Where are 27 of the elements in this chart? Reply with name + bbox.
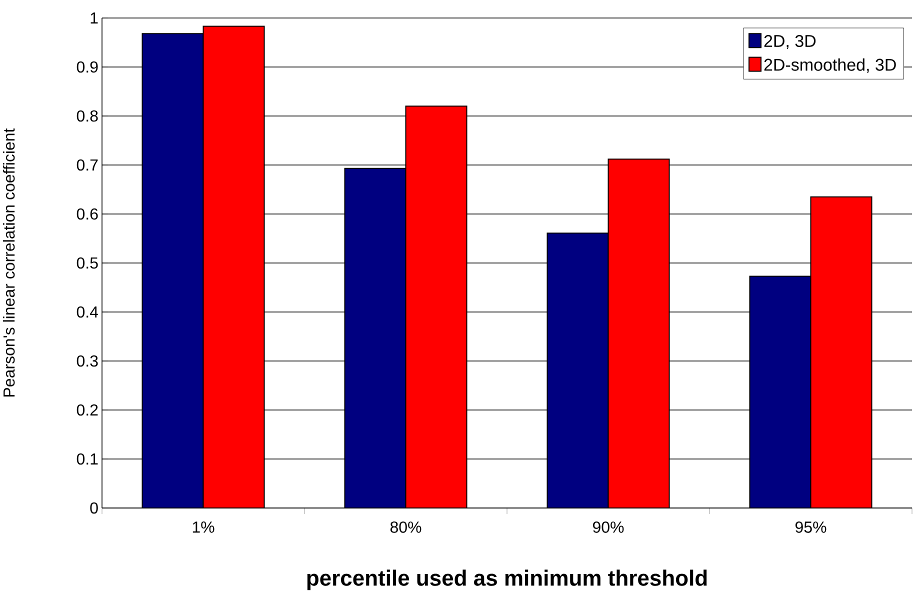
bar: [546, 232, 609, 508]
y-tick-label: 0.5: [76, 257, 98, 269]
bar: [749, 276, 812, 508]
bar: [810, 196, 872, 508]
y-tick-label: 0.8: [76, 110, 98, 122]
y-tick-label: 0.1: [76, 453, 98, 465]
y-tick-label: 0.2: [76, 404, 98, 416]
x-tick-label: 80%: [390, 522, 422, 533]
y-tick-label: 1: [90, 12, 98, 24]
y-tick-label: 0: [90, 502, 98, 514]
bar: [608, 158, 670, 508]
bar: [202, 26, 265, 508]
bar: [142, 33, 204, 508]
y-tick-label: 0.4: [76, 306, 98, 318]
legend-label: 2D, 3D: [764, 34, 816, 50]
x-axis-title: percentile used as minimum threshold: [307, 570, 707, 590]
bar: [405, 106, 468, 508]
y-axis-title: Pearson's linear correlation coefficient: [2, 128, 15, 396]
y-tick-label: 0.3: [76, 355, 98, 367]
bar: [344, 168, 406, 508]
y-tick-label: 0.6: [76, 208, 98, 220]
x-tick-label: 90%: [593, 522, 624, 533]
x-tick-label: 1%: [192, 521, 214, 533]
legend-label: 2D-smoothed, 3D: [764, 58, 896, 73]
y-tick-label: 0.9: [76, 61, 98, 73]
x-tick-label: 95%: [796, 522, 826, 533]
y-tick-label: 0.7: [76, 159, 98, 171]
